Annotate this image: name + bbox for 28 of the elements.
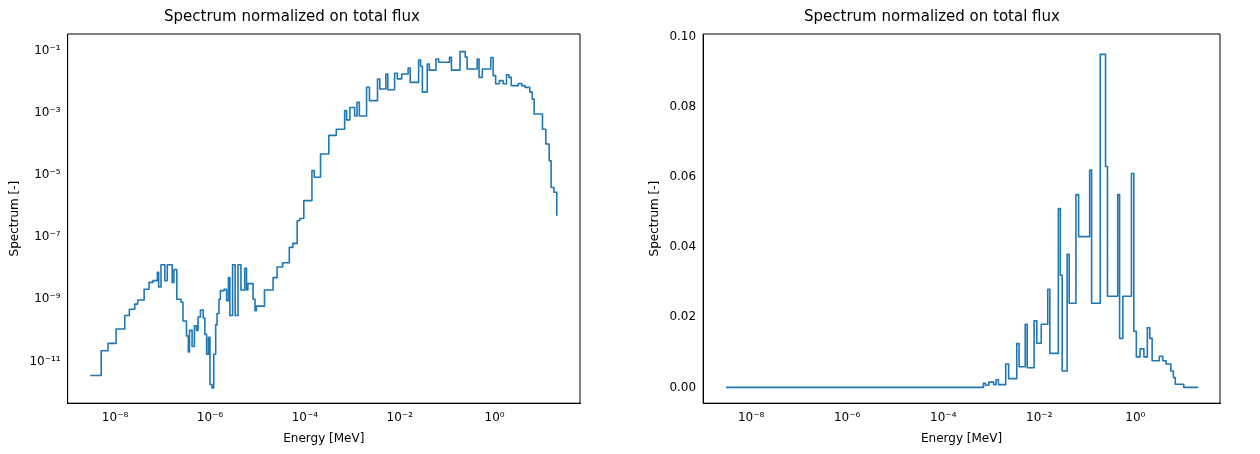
y-tick-label: 0.02: [669, 309, 697, 324]
y-tick-label: 0.04: [669, 239, 697, 254]
x-tick-label: 10⁰: [484, 409, 505, 424]
x-tick-label: 10⁻²: [1026, 409, 1053, 424]
y-tick-label: 10⁻⁵: [34, 167, 61, 182]
x-tick-label: 10⁻⁸: [737, 409, 765, 424]
y-tick-label: 10⁻¹¹: [29, 353, 61, 368]
chart-title: Spectrum normalized on total flux: [164, 6, 421, 25]
y-tick-label: 0.06: [669, 169, 697, 184]
x-tick-label: 10⁻⁶: [833, 409, 861, 424]
x-tick-label: 10⁻⁴: [291, 409, 319, 424]
y-tick-label: 0.08: [669, 99, 697, 114]
y-axis-title: Spectrum [-]: [7, 180, 22, 257]
y-tick-label: 10⁻¹: [34, 43, 61, 58]
y-tick-label: 10⁻⁹: [34, 291, 61, 306]
x-tick-label: 10⁻⁴: [930, 409, 957, 424]
x-axis-title: Energy [MeV]: [283, 430, 365, 445]
x-tick-label: 10⁻⁸: [101, 409, 129, 424]
x-tick-label: 10⁻²: [386, 409, 414, 424]
y-tick-label: 10⁻⁷: [34, 229, 61, 244]
x-axis-title: Energy [MeV]: [920, 430, 1003, 445]
y-tick-label: 0.00: [669, 379, 697, 394]
x-tick-label: 10⁻⁶: [196, 409, 224, 424]
y-tick-label: 10⁻³: [34, 105, 61, 120]
y-axis-title: Spectrum [-]: [647, 180, 662, 257]
x-tick-label: 10⁰: [1125, 409, 1146, 424]
y-tick-label: 0.10: [669, 28, 697, 43]
chart-title: Spectrum normalized on total flux: [804, 6, 1061, 25]
